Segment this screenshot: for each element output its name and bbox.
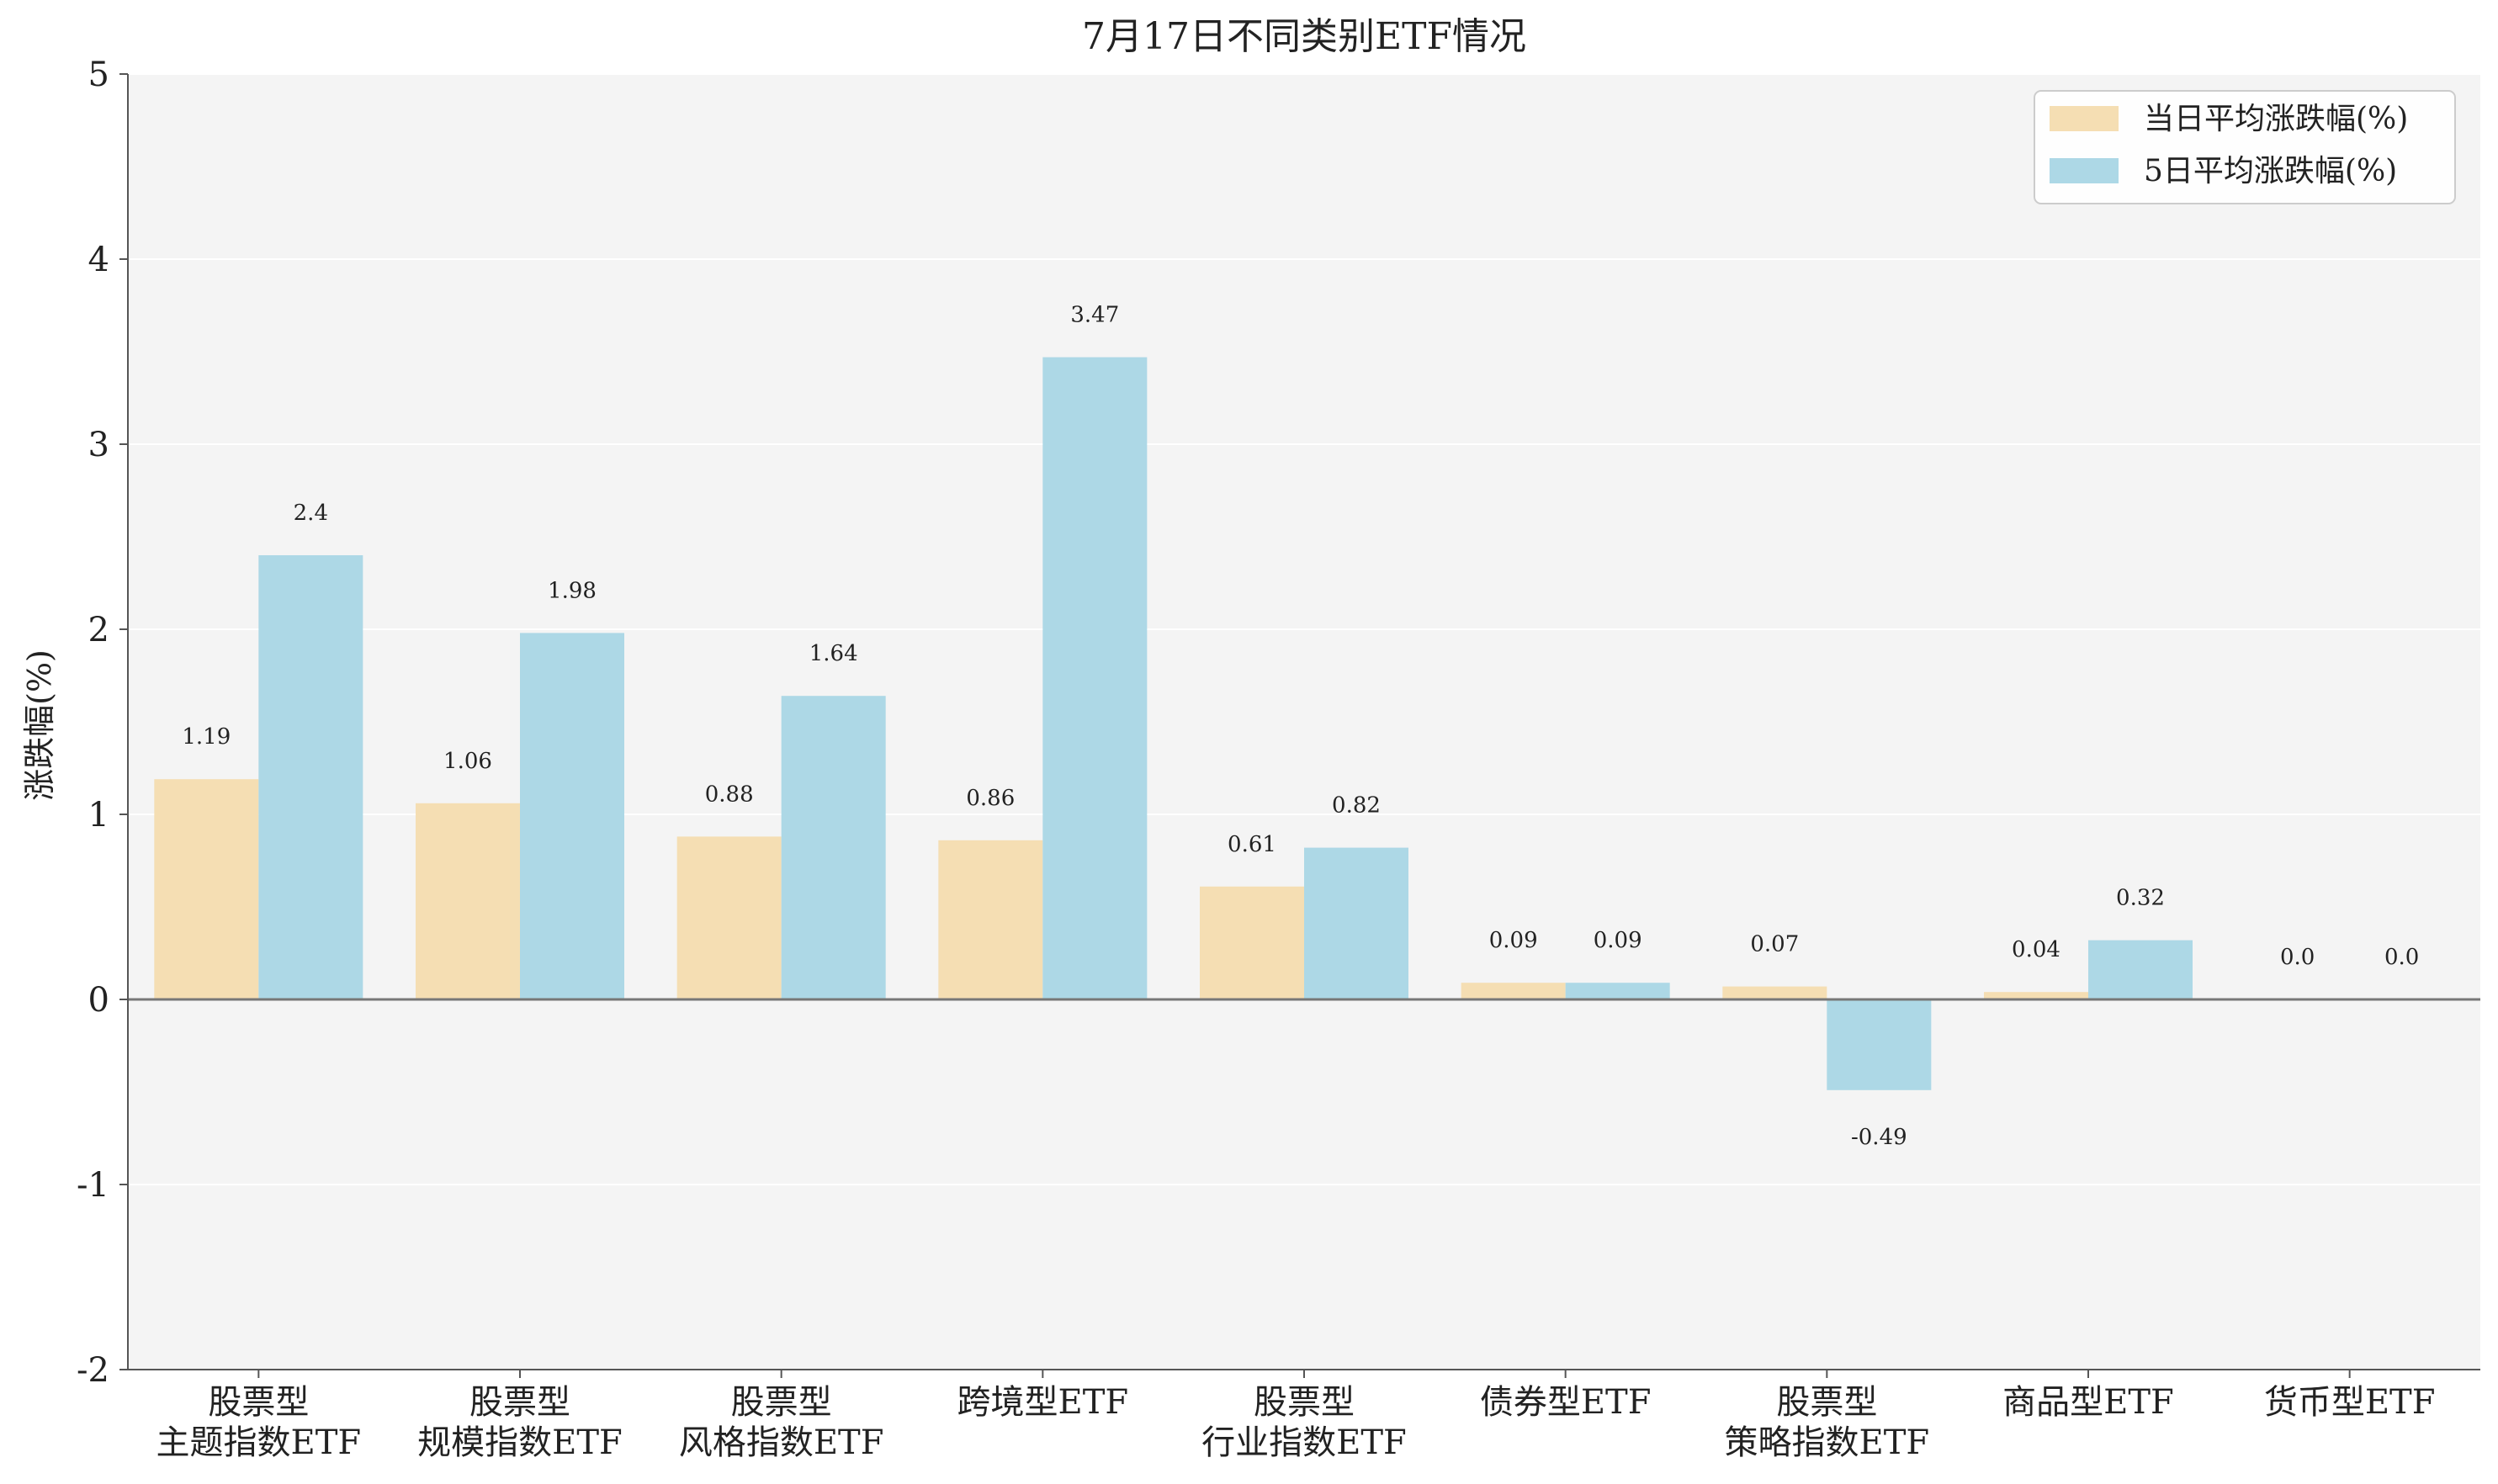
x-tick-label: 股票型 xyxy=(731,1383,832,1422)
x-tick-label: 股票型 xyxy=(1776,1383,1877,1422)
bar xyxy=(938,840,1043,999)
x-tick-label: 行业指数ETF xyxy=(1201,1423,1407,1462)
bar xyxy=(2088,940,2193,999)
data-label: 0.61 xyxy=(1228,832,1276,857)
bar xyxy=(1200,886,1304,999)
bar xyxy=(1042,357,1148,1000)
data-label: 0.32 xyxy=(2116,886,2165,911)
data-label: 0.0 xyxy=(2280,945,2315,970)
x-tick-label: 跨境型ETF xyxy=(957,1383,1129,1422)
legend-label: 5日平均涨跌幅(%) xyxy=(2144,154,2397,188)
y-axis-label: 涨跌幅(%) xyxy=(21,649,58,801)
bar xyxy=(1461,983,1566,999)
data-label: 0.82 xyxy=(1332,793,1381,819)
bar xyxy=(416,803,520,999)
legend-swatch xyxy=(2050,106,2119,131)
data-label: 3.47 xyxy=(1070,303,1119,328)
y-tick-label: -1 xyxy=(77,1166,109,1205)
legend-box xyxy=(2034,90,2456,204)
x-tick-label: 股票型 xyxy=(1254,1383,1355,1422)
y-tick-label: 1 xyxy=(88,796,109,835)
bars xyxy=(154,357,2193,1090)
x-tick-label: 主题指数ETF xyxy=(156,1423,362,1462)
x-tick-label: 策略指数ETF xyxy=(1725,1423,1930,1462)
data-label: 2.4 xyxy=(294,501,328,526)
bar xyxy=(676,836,782,999)
y-tick-label: -2 xyxy=(77,1351,109,1390)
x-tick-label: 规模指数ETF xyxy=(417,1423,623,1462)
bar xyxy=(154,779,259,999)
data-labels: 1.19 2.4 1.06 1.98 0.88 1.64 0.86 3.47 0.61 0.82 0… xyxy=(182,303,2419,1150)
bar xyxy=(781,696,886,999)
bar xyxy=(1565,983,1670,999)
data-label: 0.09 xyxy=(1594,928,1642,953)
data-label: 0.86 xyxy=(966,786,1015,811)
x-tick-label: 股票型 xyxy=(469,1383,570,1422)
bar xyxy=(1827,999,1932,1090)
x-tick-label: 股票型 xyxy=(208,1383,309,1422)
plot-background xyxy=(128,74,2480,1370)
legend: 当日平均涨跌幅(%) 5日平均涨跌幅(%) xyxy=(2034,90,2456,204)
axes: -2-1012345股票型主题指数ETF股票型规模指数ETF股票型风格指数ETF… xyxy=(77,56,2480,1462)
x-tick-label: 商品型ETF xyxy=(2002,1383,2174,1422)
x-tick-label: 货币型ETF xyxy=(2264,1383,2436,1422)
bar xyxy=(1304,847,1408,999)
y-tick-label: 2 xyxy=(88,611,109,649)
legend-swatch xyxy=(2050,158,2119,183)
bar xyxy=(520,633,624,999)
data-label: 0.04 xyxy=(2012,937,2060,962)
data-label: 1.19 xyxy=(182,724,231,750)
x-tick-label: 风格指数ETF xyxy=(679,1423,884,1462)
y-tick-label: 5 xyxy=(88,56,109,94)
bar xyxy=(258,555,363,999)
bar xyxy=(1722,986,1827,999)
data-label: 0.0 xyxy=(2384,945,2419,970)
data-label: -0.49 xyxy=(1851,1125,1907,1150)
data-label: 0.88 xyxy=(705,782,754,807)
data-label: 0.07 xyxy=(1750,932,1799,957)
data-label: 1.06 xyxy=(443,749,492,774)
data-label: 1.64 xyxy=(809,641,858,666)
y-tick-label: 3 xyxy=(88,426,109,464)
x-tick-label: 债券型ETF xyxy=(1480,1383,1652,1422)
bar xyxy=(1984,992,2088,999)
y-tick-label: 0 xyxy=(88,981,109,1020)
y-tick-label: 4 xyxy=(88,241,109,279)
legend-label: 当日平均涨跌幅(%) xyxy=(2144,102,2408,136)
data-label: 0.09 xyxy=(1489,928,1538,953)
data-label: 1.98 xyxy=(548,578,597,603)
chart-title: 7月17日不同类别ETF情况 xyxy=(1082,15,1526,58)
